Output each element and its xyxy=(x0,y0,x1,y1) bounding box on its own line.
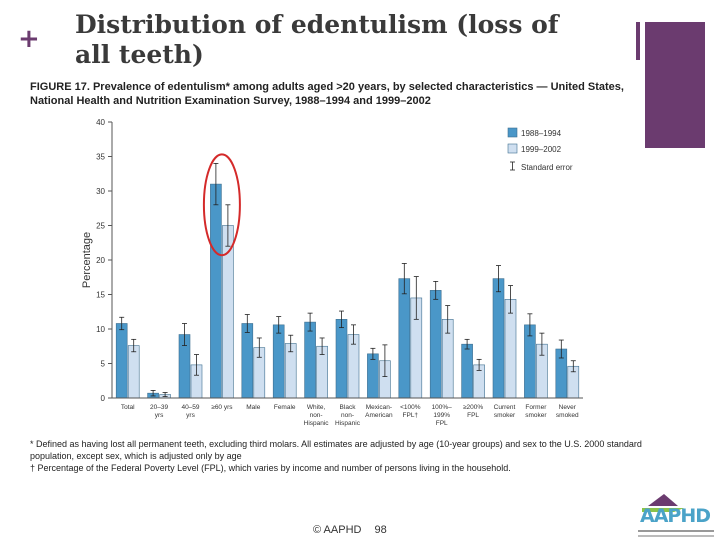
aaphd-logo xyxy=(638,494,714,537)
y-tick-label: 0 xyxy=(101,394,106,403)
x-tick-label: <100% xyxy=(400,404,421,411)
x-tick-label: Former xyxy=(525,404,547,411)
x-tick-label: non- xyxy=(310,412,323,419)
x-tick-label: 20–39 xyxy=(150,404,168,411)
bar-series1 xyxy=(272,324,285,399)
legend-label: Standard error xyxy=(521,163,573,172)
accent-bar-thin xyxy=(636,22,640,60)
y-tick-label: 25 xyxy=(96,222,105,231)
y-axis-label: Percentage xyxy=(81,232,93,288)
legend-swatch xyxy=(507,143,518,154)
bar-series1 xyxy=(335,319,348,399)
y-tick-label: 15 xyxy=(96,291,105,300)
x-tick-label: FPL xyxy=(436,420,448,427)
x-tick-label: non- xyxy=(341,412,354,419)
legend-label: 1988–1994 xyxy=(521,129,562,138)
x-tick-label: Mexican- xyxy=(366,404,392,411)
legend-swatch xyxy=(507,127,518,138)
x-tick-label: FPL xyxy=(467,412,479,419)
x-tick-label: Total xyxy=(121,404,135,411)
y-tick-label: 40 xyxy=(96,118,105,127)
annotation-circle xyxy=(202,153,241,257)
x-tick-label: Hispanic xyxy=(304,420,330,427)
accent-block xyxy=(645,22,705,148)
x-tick-label: 100%– xyxy=(432,404,453,411)
bar-series2 xyxy=(127,345,140,399)
logo-text: AAPHD xyxy=(640,505,711,527)
page-number: 98 xyxy=(374,524,387,536)
footer: © AAPHD 98 xyxy=(313,524,387,536)
y-tick-label: 5 xyxy=(101,360,106,369)
x-tick-label: FPL† xyxy=(403,412,419,419)
bar-series1 xyxy=(241,323,254,399)
slide-title: Distribution of edentulism (loss of all … xyxy=(75,10,559,69)
copyright-text: © AAPHD xyxy=(313,524,362,536)
bar-series1 xyxy=(429,290,442,399)
x-tick-label: American xyxy=(365,412,393,419)
y-tick-label: 30 xyxy=(96,187,105,196)
x-tick-label: White, xyxy=(307,404,326,411)
x-tick-label: 199% xyxy=(433,412,450,419)
x-tick-label: Black xyxy=(340,404,357,411)
figure-caption: FIGURE 17. Prevalence of edentulism* amo… xyxy=(30,81,624,107)
bar-series1 xyxy=(461,343,473,399)
x-tick-label: Current xyxy=(494,404,516,411)
x-tick-label: Hispanic xyxy=(335,420,361,427)
x-tick-label: Never xyxy=(559,404,577,411)
x-tick-label: ≥60 yrs xyxy=(211,404,233,411)
x-tick-label: Female xyxy=(274,404,296,411)
x-tick-label: smoker xyxy=(494,412,516,419)
x-tick-label: smoker xyxy=(525,412,547,419)
bar-series1 xyxy=(492,278,505,399)
bar-series1 xyxy=(398,278,411,399)
x-tick-label: yrs xyxy=(186,412,195,419)
legend-label: 1999–2002 xyxy=(521,145,562,154)
y-tick-label: 35 xyxy=(96,153,105,162)
bar-series1 xyxy=(304,321,316,399)
x-tick-label: ≥200% xyxy=(463,404,483,411)
x-tick-label: 40–59 xyxy=(181,404,199,411)
footnote: population, except sex, which is adjuste… xyxy=(30,451,242,461)
y-tick-label: 10 xyxy=(96,325,105,334)
x-tick-label: Male xyxy=(246,404,260,411)
logo-swoosh-icon xyxy=(642,508,684,512)
footnotes: * Defined as having lost all permanent t… xyxy=(30,438,650,474)
logo-mountain-icon xyxy=(648,494,678,506)
y-tick-label: 20 xyxy=(96,256,105,265)
x-tick-label: yrs xyxy=(155,412,164,419)
plus-icon: + xyxy=(18,24,40,54)
footnote: † Percentage of the Federal Poverty Leve… xyxy=(30,463,511,473)
bar-series2 xyxy=(504,299,517,399)
bar-series1 xyxy=(210,183,222,399)
footnote: * Defined as having lost all permanent t… xyxy=(30,439,642,449)
bar-series1 xyxy=(115,323,128,399)
x-tick-label: smoked xyxy=(556,412,579,419)
bar-series1 xyxy=(367,353,379,399)
